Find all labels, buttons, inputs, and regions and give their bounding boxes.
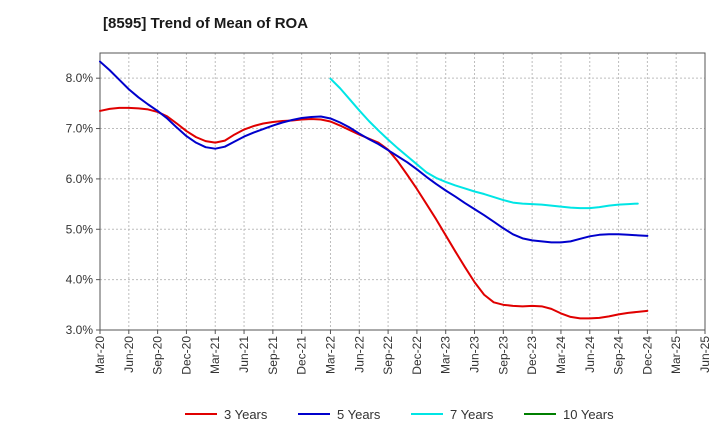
y-tick-label: 8.0%: [66, 71, 94, 85]
x-tick-label: Dec-23: [525, 336, 539, 375]
x-tick-label: Jun-23: [468, 336, 482, 373]
plot-frame: [99, 52, 706, 331]
series-line-7-years: [329, 77, 639, 210]
x-tick-label: Sep-20: [151, 336, 165, 375]
chart-title: [8595] Trend of Mean of ROA: [103, 15, 309, 32]
x-tick-label: Mar-22: [323, 336, 337, 374]
legend-layer: 3 Years 5 Years 7 Years 10 Years: [185, 407, 614, 422]
legend-label: 10 Years: [563, 407, 614, 422]
y-tick-label: 5.0%: [66, 222, 94, 236]
x-tick-label: Jun-24: [583, 336, 597, 373]
x-tick-label: Jun-21: [237, 336, 251, 373]
y-tick-label: 6.0%: [66, 172, 94, 186]
x-tick-label: Dec-20: [179, 336, 193, 375]
x-tick-label: Mar-21: [208, 336, 222, 374]
x-tick-label: Jun-25: [698, 336, 712, 373]
y-tick-label: 3.0%: [66, 323, 94, 337]
axis-layer: 3.0% 4.0% 5.0% 6.0% 7.0% 8.0% Mar-20 Jun-20 Sep-…: [66, 52, 712, 375]
x-tick-label: Dec-21: [295, 336, 309, 375]
x-tick-label: Mar-20: [93, 336, 107, 374]
legend-label: 3 Years: [224, 407, 268, 422]
x-tick-label: Sep-21: [266, 336, 280, 375]
series-line-5-years: [99, 60, 649, 244]
x-tick-label: Jun-22: [352, 336, 366, 373]
y-tick-label: 7.0%: [66, 122, 94, 136]
legend-label: 7 Years: [450, 407, 494, 422]
x-tick-label: Sep-22: [381, 336, 395, 375]
y-tick-label: 4.0%: [66, 273, 94, 287]
x-tick-label: Mar-23: [439, 336, 453, 374]
x-tick-label: Mar-25: [669, 336, 683, 374]
x-tick-label: Jun-20: [122, 336, 136, 373]
legend-label: 5 Years: [337, 407, 381, 422]
x-tick-label: Sep-23: [496, 336, 510, 375]
series-layer: [99, 60, 649, 320]
series-line-3-years: [99, 106, 649, 320]
x-tick-label: Dec-22: [410, 336, 424, 375]
x-tick-label: Mar-24: [554, 336, 568, 374]
x-tick-label: Sep-24: [612, 336, 626, 375]
x-tick-label: Dec-24: [640, 336, 654, 375]
grid-layer: [99, 53, 706, 331]
